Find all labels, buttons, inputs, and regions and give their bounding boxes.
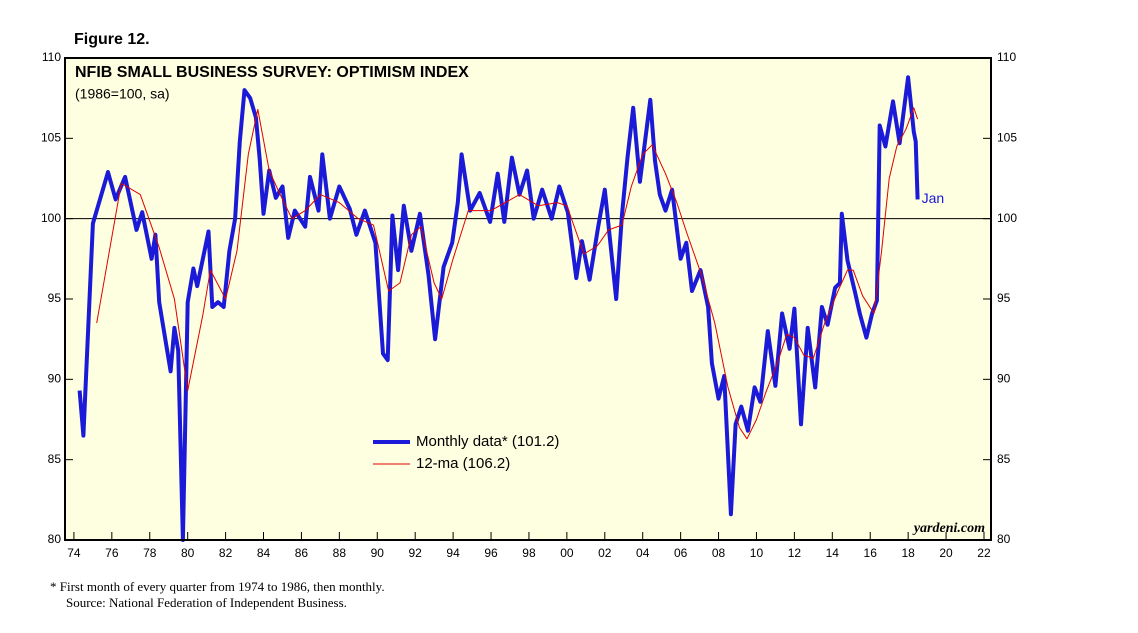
- plot-border: [64, 57, 992, 541]
- x-tick-label: 10: [750, 546, 764, 560]
- y2-tick-label: 85: [997, 452, 1011, 466]
- series-line: [96, 107, 919, 440]
- x-tick-label: 92: [409, 546, 423, 560]
- x-tick-label: 20: [939, 546, 953, 560]
- y-tick-label: 95: [48, 291, 62, 305]
- x-tick-label: 08: [712, 546, 726, 560]
- x-tick-label: 22: [977, 546, 991, 560]
- x-tick-label: 76: [105, 546, 119, 560]
- x-tick-label: 74: [67, 546, 81, 560]
- x-tick-label: 98: [522, 546, 536, 560]
- y2-tick-label: 110: [997, 50, 1016, 64]
- chart-title: NFIB SMALL BUSINESS SURVEY: OPTIMISM IND…: [75, 64, 469, 81]
- x-tick-label: 00: [560, 546, 574, 560]
- figure-label: Figure 12.: [74, 31, 150, 48]
- y2-tick-label: 100: [997, 211, 1017, 225]
- x-tick-label: 88: [333, 546, 347, 560]
- x-tick-label: 96: [484, 546, 498, 560]
- plot-area: [65, 58, 991, 540]
- y-tick-label: 80: [48, 532, 62, 546]
- legend-label: 12-ma (106.2): [416, 455, 510, 472]
- footnote: * First month of every quarter from 1974…: [50, 579, 385, 594]
- x-tick-label: 86: [295, 546, 309, 560]
- x-tick-label: 82: [219, 546, 233, 560]
- chart-subtitle: (1986=100, sa): [75, 86, 170, 102]
- x-tick-label: 84: [257, 546, 271, 560]
- x-tick-label: 94: [446, 546, 460, 560]
- y-tick-label: 110: [42, 50, 61, 64]
- y2-tick-label: 105: [997, 131, 1017, 145]
- x-tick-label: 18: [901, 546, 915, 560]
- x-tick-label: 78: [143, 546, 157, 560]
- x-tick-label: 16: [864, 546, 878, 560]
- x-tick-label: 06: [674, 546, 688, 560]
- watermark: yardeni.com: [912, 521, 985, 536]
- y-tick-label: 100: [41, 211, 61, 225]
- x-tick-label: 12: [788, 546, 802, 560]
- annotation: Jan: [922, 190, 945, 206]
- x-tick-label: 04: [636, 546, 650, 560]
- y2-tick-label: 90: [997, 372, 1011, 386]
- x-tick-label: 90: [371, 546, 385, 560]
- y2-tick-label: 80: [997, 532, 1011, 546]
- x-tick-label: 80: [181, 546, 195, 560]
- y-tick-label: 85: [48, 452, 62, 466]
- x-tick-label: 14: [826, 546, 840, 560]
- series-line: [77, 75, 920, 542]
- x-tick-label: 02: [598, 546, 612, 560]
- legend-label: Monthly data* (101.2): [416, 433, 559, 450]
- y-tick-label: 90: [48, 372, 62, 386]
- y2-tick-label: 95: [997, 291, 1011, 305]
- source-note: Source: National Federation of Independe…: [66, 595, 347, 610]
- y-tick-label: 105: [41, 131, 61, 145]
